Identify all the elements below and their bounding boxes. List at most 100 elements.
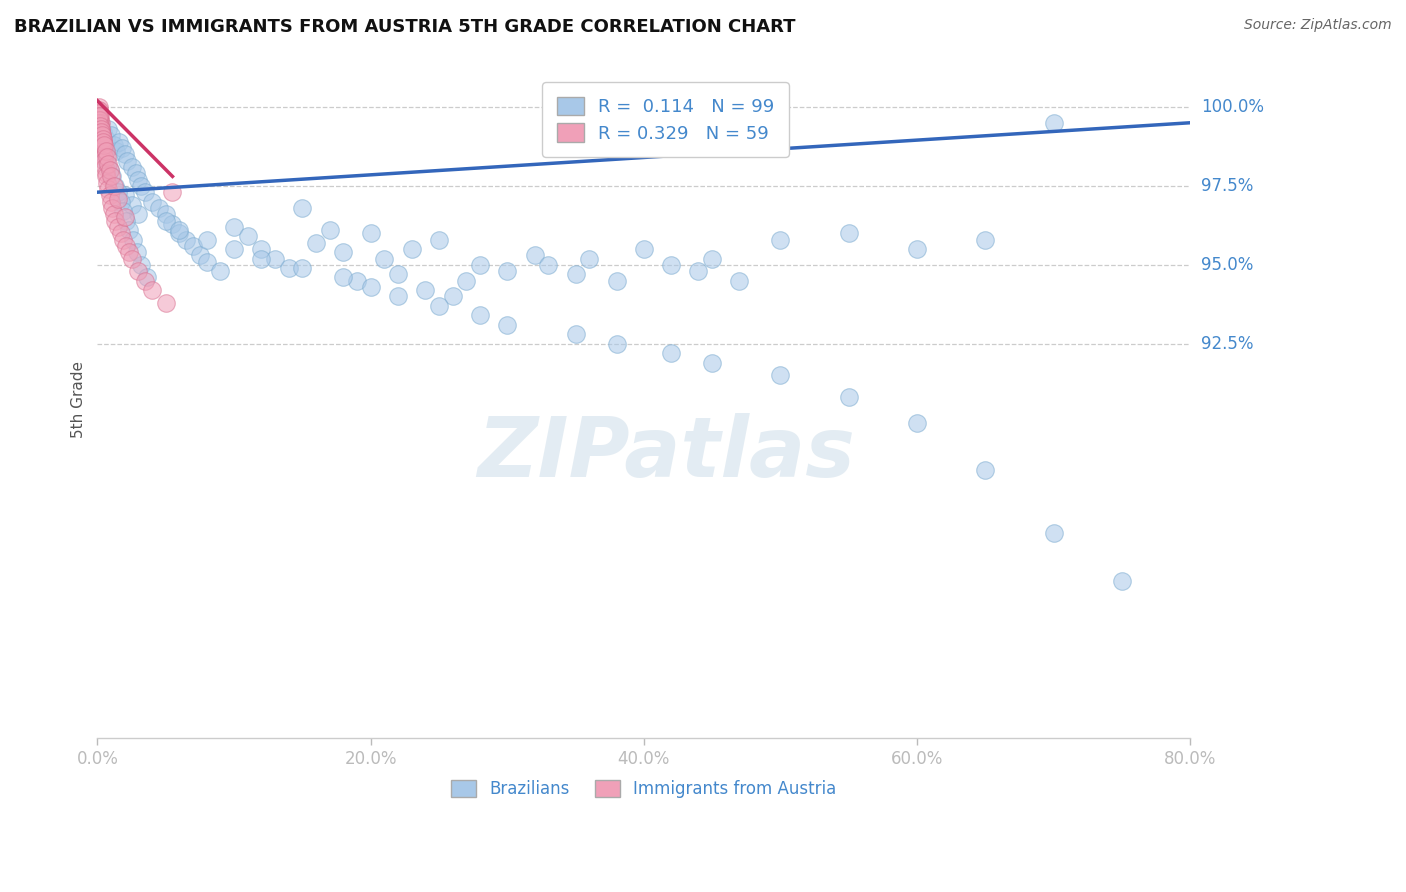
Point: [101, 201, 124, 215]
Text: BRAZILIAN VS IMMIGRANTS FROM AUSTRIA 5TH GRADE CORRELATION CHART: BRAZILIAN VS IMMIGRANTS FROM AUSTRIA 5TH…: [14, 18, 796, 36]
Point: [129, 258, 152, 272]
Point: [427, 233, 450, 247]
Point: [401, 242, 423, 256]
Point: [155, 213, 177, 227]
Point: [564, 268, 586, 282]
Point: [89, 106, 111, 120]
Point: [91, 135, 114, 149]
Point: [91, 128, 114, 143]
Point: [456, 274, 478, 288]
Point: [93, 137, 115, 152]
Point: [129, 178, 152, 193]
Point: [97, 122, 120, 136]
Point: [94, 131, 117, 145]
Point: [122, 233, 145, 247]
Point: [105, 144, 128, 158]
Point: [94, 144, 117, 158]
Point: [90, 122, 112, 136]
Point: [496, 264, 519, 278]
Point: [93, 151, 115, 165]
Point: [155, 295, 177, 310]
Point: [111, 141, 134, 155]
Point: [222, 242, 245, 256]
Point: [277, 260, 299, 275]
Point: [413, 283, 436, 297]
Text: 100.0%: 100.0%: [1202, 98, 1264, 116]
Point: [108, 135, 131, 149]
Point: [90, 116, 112, 130]
Point: [115, 239, 138, 253]
Point: [91, 141, 114, 155]
Point: [110, 194, 132, 209]
Point: [838, 226, 860, 240]
Point: [441, 289, 464, 303]
Point: [346, 274, 368, 288]
Point: [688, 264, 710, 278]
Point: [373, 252, 395, 266]
Point: [87, 103, 110, 117]
Point: [107, 192, 129, 206]
Point: [427, 299, 450, 313]
Point: [87, 106, 110, 120]
Point: [100, 128, 122, 143]
Point: [93, 153, 115, 168]
Point: [974, 233, 997, 247]
Point: [127, 264, 149, 278]
Text: Source: ZipAtlas.com: Source: ZipAtlas.com: [1244, 18, 1392, 32]
Text: ZIPatlas: ZIPatlas: [477, 413, 855, 494]
Point: [103, 137, 125, 152]
Point: [155, 207, 177, 221]
Text: 95.0%: 95.0%: [1202, 256, 1254, 274]
Point: [250, 242, 273, 256]
Point: [195, 254, 218, 268]
Point: [91, 131, 114, 145]
Point: [118, 223, 141, 237]
Point: [318, 223, 340, 237]
Text: 92.5%: 92.5%: [1202, 334, 1254, 352]
Point: [291, 260, 314, 275]
Point: [905, 242, 928, 256]
Point: [87, 116, 110, 130]
Y-axis label: 5th Grade: 5th Grade: [72, 360, 86, 437]
Point: [127, 172, 149, 186]
Point: [162, 217, 184, 231]
Point: [87, 100, 110, 114]
Point: [264, 252, 287, 266]
Point: [117, 153, 139, 168]
Point: [91, 125, 114, 139]
Point: [90, 128, 112, 143]
Point: [468, 309, 491, 323]
Point: [148, 201, 170, 215]
Point: [115, 213, 138, 227]
Point: [769, 368, 792, 383]
Point: [96, 157, 118, 171]
Point: [305, 235, 328, 250]
Point: [578, 252, 600, 266]
Point: [523, 248, 546, 262]
Point: [1042, 116, 1064, 130]
Point: [169, 226, 191, 240]
Point: [195, 233, 218, 247]
Point: [94, 166, 117, 180]
Point: [98, 188, 121, 202]
Point: [91, 131, 114, 145]
Point: [135, 270, 157, 285]
Point: [93, 147, 115, 161]
Point: [114, 188, 136, 202]
Point: [174, 233, 197, 247]
Point: [564, 327, 586, 342]
Point: [332, 245, 354, 260]
Point: [659, 258, 682, 272]
Point: [974, 463, 997, 477]
Point: [250, 252, 273, 266]
Point: [769, 233, 792, 247]
Point: [124, 166, 146, 180]
Point: [100, 169, 122, 184]
Point: [101, 169, 124, 184]
Point: [121, 160, 143, 174]
Point: [107, 185, 129, 199]
Point: [291, 201, 314, 215]
Point: [90, 122, 112, 136]
Point: [633, 242, 655, 256]
Point: [134, 274, 156, 288]
